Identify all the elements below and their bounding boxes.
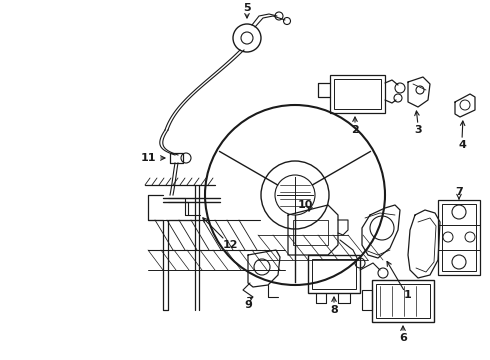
Text: 10: 10 [297,200,313,210]
Bar [362,290,372,310]
Bar [372,280,434,322]
Text: 3: 3 [414,125,422,135]
Bar [293,220,328,245]
Text: 7: 7 [455,187,463,197]
Text: 4: 4 [458,140,466,150]
Bar [308,255,360,293]
Text: 2: 2 [351,125,359,135]
Bar [330,75,385,113]
Text: 5: 5 [243,3,251,13]
Text: 9: 9 [244,300,252,310]
Bar [376,284,430,318]
Text: 6: 6 [399,333,407,343]
Text: 12: 12 [222,240,238,250]
Bar [438,200,480,275]
Bar [442,204,476,271]
Bar [334,79,381,109]
Text: 8: 8 [330,305,338,315]
Text: 1: 1 [404,290,412,300]
Text: 11: 11 [140,153,156,163]
Bar [312,259,356,289]
